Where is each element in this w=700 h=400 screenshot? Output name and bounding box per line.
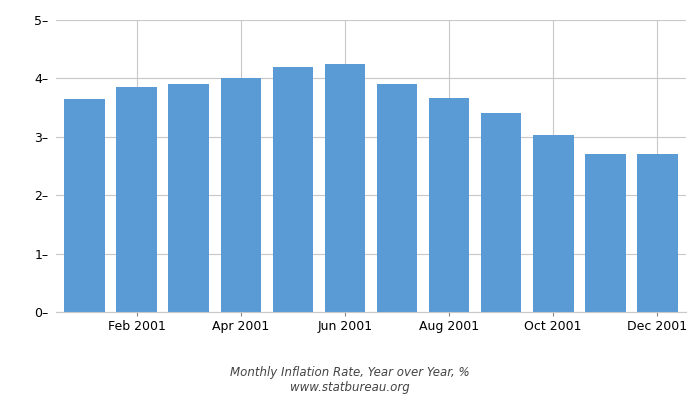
Bar xyxy=(429,98,470,312)
Bar xyxy=(272,67,313,312)
Bar xyxy=(481,114,522,312)
Bar xyxy=(64,99,105,312)
Bar xyxy=(637,154,678,312)
Text: www.statbureau.org: www.statbureau.org xyxy=(290,382,410,394)
Bar xyxy=(377,84,417,312)
Bar xyxy=(325,64,365,312)
Bar xyxy=(533,135,573,312)
Bar xyxy=(585,154,626,312)
Bar xyxy=(116,87,157,312)
Text: Monthly Inflation Rate, Year over Year, %: Monthly Inflation Rate, Year over Year, … xyxy=(230,366,470,379)
Bar xyxy=(220,78,261,312)
Bar xyxy=(169,84,209,312)
